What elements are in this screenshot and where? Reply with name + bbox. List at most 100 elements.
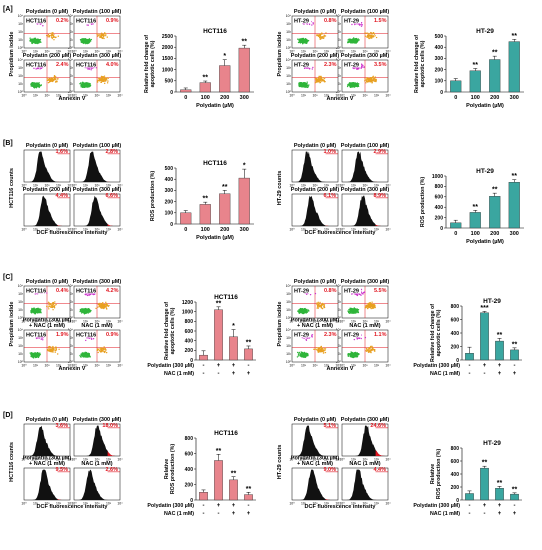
event-dot	[57, 35, 60, 37]
tick-label: 10¹	[286, 352, 292, 356]
event-dot	[100, 34, 102, 36]
event-dot	[42, 339, 44, 341]
event-dot	[361, 292, 363, 295]
event-dot	[103, 303, 106, 306]
percent-label: 0.9%	[106, 18, 119, 24]
event-dot	[301, 353, 304, 355]
event-dot	[101, 307, 103, 310]
event-dot	[87, 353, 90, 355]
event-dot	[39, 352, 41, 354]
cell-label: HCT116	[26, 332, 46, 338]
event-dot	[321, 36, 324, 38]
y-axis-label: Propidium iodide	[277, 302, 283, 347]
percent-label: 4.4%	[55, 193, 68, 199]
event-dot	[89, 38, 91, 41]
event-dot	[33, 85, 35, 87]
event-dot	[86, 355, 88, 357]
event-dot	[35, 84, 37, 86]
event-dot	[320, 79, 322, 81]
event-dot	[49, 348, 51, 351]
event-dot	[301, 312, 303, 314]
cell-label: HT-29	[294, 62, 309, 68]
tick-label: 10⁴	[18, 14, 24, 18]
event-dot	[322, 303, 324, 305]
event-dot	[364, 78, 366, 80]
event-dot	[30, 310, 33, 312]
event-dot	[366, 32, 368, 34]
tick-label: 10⁰	[18, 46, 24, 50]
event-dot	[299, 311, 301, 314]
tick-label: 10⁴	[117, 94, 123, 98]
tick-label: 10⁴	[286, 14, 292, 18]
event-dot	[323, 80, 325, 82]
event-dot	[88, 41, 90, 43]
event-dot	[42, 25, 44, 27]
percent-label: 0.8%	[324, 288, 337, 294]
event-dot	[101, 32, 103, 35]
event-dot	[56, 78, 59, 80]
cell-label: HT-29	[294, 18, 309, 24]
event-dot	[55, 303, 57, 306]
event-dot	[367, 302, 369, 305]
event-dot	[37, 41, 39, 43]
event-dot	[317, 301, 319, 304]
event-dot	[47, 81, 50, 84]
event-dot	[38, 39, 41, 41]
percent-label: 0.9%	[106, 332, 119, 338]
event-dot	[103, 346, 105, 348]
tick-label: 10³	[18, 336, 24, 340]
tick-label: 10²	[18, 30, 24, 34]
event-dot	[361, 24, 364, 26]
event-dot	[36, 38, 39, 40]
tick-label: 10²	[95, 94, 101, 98]
event-dot	[79, 39, 82, 41]
histogram-plot: 8.9%	[341, 193, 389, 227]
event-dot	[317, 34, 320, 37]
event-dot	[40, 67, 43, 70]
tick-label: 10⁴	[68, 58, 74, 62]
event-dot	[100, 347, 102, 349]
event-dot	[303, 40, 305, 43]
event-dot	[105, 351, 108, 354]
event-dot	[100, 36, 102, 38]
event-dot	[53, 306, 56, 308]
tick-label: 10²	[286, 300, 292, 304]
y-axis-label: Propidium iodide	[9, 32, 15, 77]
event-dot	[31, 38, 33, 41]
event-dot	[106, 304, 109, 307]
event-dot	[102, 37, 104, 39]
event-dot	[84, 312, 86, 315]
percent-label: 6.6%	[105, 193, 118, 199]
event-dot	[100, 81, 102, 83]
tick-label: 10¹	[18, 82, 24, 86]
tick-label: 10⁰	[286, 90, 292, 94]
event-dot	[84, 41, 86, 43]
event-dot	[307, 86, 310, 88]
event-dot	[33, 307, 35, 309]
event-dot	[55, 80, 57, 83]
cell-label: HCT116	[26, 18, 46, 24]
tick-label: 10⁰	[68, 46, 74, 50]
event-dot	[106, 82, 109, 84]
tick-label: 10²	[313, 364, 319, 368]
tick-label: 10⁴	[18, 328, 24, 332]
tick-label: 10⁴	[335, 94, 341, 98]
tick-label: 10⁰	[339, 320, 345, 324]
tick-label: 10⁴	[117, 50, 123, 54]
tick-label: 10¹	[286, 38, 292, 42]
histogram-plot: 6.1%	[291, 193, 339, 227]
event-dot	[47, 78, 50, 80]
event-dot	[360, 21, 363, 24]
event-dot	[351, 38, 354, 40]
x-axis-label: Annexin V	[327, 366, 354, 372]
event-dot	[84, 354, 86, 356]
percent-label: 2.4%	[56, 62, 69, 68]
tick-label: 10¹	[301, 50, 307, 54]
event-dot	[323, 77, 326, 80]
event-dot	[298, 85, 300, 88]
event-dot	[365, 80, 368, 83]
tick-label: 10⁴	[286, 328, 292, 332]
event-dot	[306, 308, 308, 311]
event-dot	[348, 312, 351, 314]
